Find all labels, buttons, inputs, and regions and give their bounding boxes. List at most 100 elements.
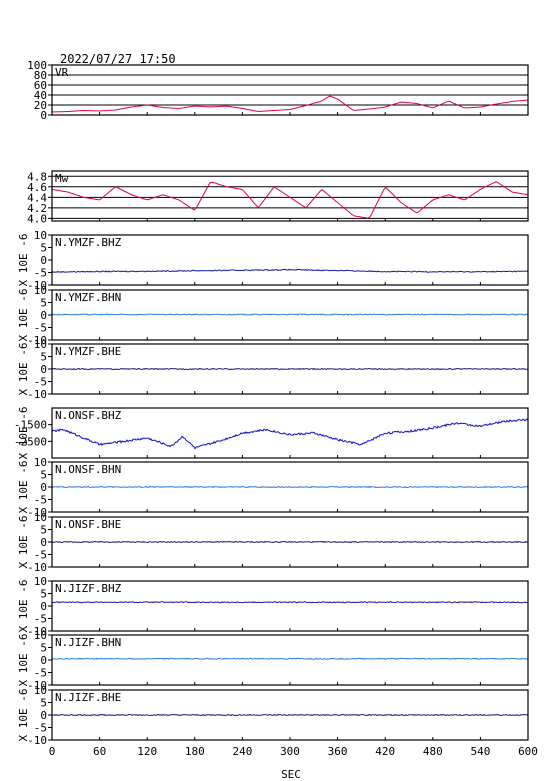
panel-frame: [51, 580, 529, 632]
y-axis-label: X 10E -6: [17, 289, 30, 342]
series-line: [51, 268, 529, 274]
y-tick-label: 0: [40, 654, 47, 667]
y-tick-label: 10: [34, 511, 47, 524]
y-tick-label: 10: [34, 338, 47, 351]
y-tick-label: -10: [27, 679, 47, 692]
y-axis-label: X 10E -6: [17, 343, 30, 396]
panel-frame: [51, 170, 529, 222]
y-tick-label: -1500: [14, 419, 47, 432]
y-tick-label: -10: [27, 625, 47, 638]
panel-label: N.ONSF.BHZ: [55, 409, 122, 422]
series-line: [51, 181, 529, 219]
y-tick-label: 4.4: [27, 191, 47, 204]
x-tick-label: 540: [470, 745, 490, 758]
panel-frame: [51, 234, 529, 286]
series-line: [51, 313, 528, 316]
y-tick-label: 5: [40, 588, 47, 601]
y-tick-label: -10: [27, 561, 47, 574]
y-tick-label: -2500: [14, 435, 47, 448]
y-tick-label: -5: [34, 613, 47, 626]
panel-frame: [51, 516, 529, 568]
y-tick-label: -10: [27, 388, 47, 401]
y-tick-label: 0: [40, 363, 47, 376]
x-axis-label: SEC: [281, 768, 301, 781]
y-tick-label: -5: [34, 722, 47, 735]
y-tick-label: 5: [40, 297, 47, 310]
y-tick-label: -10: [27, 279, 47, 292]
y-tick-label: -10: [27, 734, 47, 747]
x-tick-label: 480: [423, 745, 443, 758]
panel-frame: [51, 64, 529, 116]
series-line: [51, 95, 529, 113]
y-tick-label: 20: [34, 99, 47, 112]
y-tick-label: 10: [34, 456, 47, 469]
y-tick-label: 80: [34, 69, 47, 82]
y-tick-label: 0: [40, 254, 47, 267]
y-tick-label: 5: [40, 697, 47, 710]
panel-frame: [51, 689, 529, 741]
y-tick-label: -5: [34, 376, 47, 389]
y-tick-label: 5: [40, 469, 47, 482]
x-tick-label: 300: [280, 745, 300, 758]
y-tick-label: 0: [40, 481, 47, 494]
y-tick-label: 0: [40, 709, 47, 722]
y-tick-label: 5: [40, 642, 47, 655]
y-tick-label: 60: [34, 79, 47, 92]
panel-label: N.ONSF.BHN: [55, 463, 121, 476]
series-line: [51, 367, 529, 371]
y-axis-label: X 10E -6: [17, 634, 30, 687]
y-tick-label: 0: [40, 109, 47, 122]
y-tick-label: 40: [34, 89, 47, 102]
x-tick-label: 420: [375, 745, 395, 758]
y-tick-label: 4.6: [27, 181, 47, 194]
y-tick-label: -5: [34, 322, 47, 335]
panel-mw: 4.04.24.44.64.8 Mw: [27, 170, 529, 225]
timestamp: 2022/07/27 17:50: [60, 52, 176, 66]
y-tick-label: -5: [34, 267, 47, 280]
y-tick-label: 10: [34, 284, 47, 297]
y-tick-label: 5: [40, 242, 47, 255]
x-tick-label: 240: [232, 745, 252, 758]
series-line: [51, 540, 529, 544]
series-line: [51, 601, 529, 604]
y-tick-label: -5: [34, 549, 47, 562]
panel-label: Mw: [55, 172, 69, 185]
series-line: [51, 418, 529, 450]
y-axis-label: X 10E -6: [17, 407, 30, 460]
y-tick-label: 4.8: [27, 170, 47, 183]
y-tick-label: 0: [40, 600, 47, 613]
panel-frame: [51, 461, 529, 513]
y-tick-label: 0: [40, 309, 47, 322]
y-tick-label: 100: [27, 59, 47, 72]
panel-label: N.YMZF.BHN: [55, 291, 121, 304]
y-tick-label: -10: [27, 506, 47, 519]
panel-label: N.JIZF.BHE: [55, 691, 121, 704]
panel-label: N.ONSF.BHE: [55, 518, 121, 531]
x-tick-label: 360: [328, 745, 348, 758]
panel-label: N.JIZF.BHZ: [55, 582, 122, 595]
panel-frame: [51, 343, 529, 395]
y-tick-label: -10: [27, 334, 47, 347]
panel-label: N.YMZF.BHZ: [55, 236, 122, 249]
y-tick-label: -5: [34, 494, 47, 507]
y-tick-label: 5: [40, 351, 47, 364]
y-axis-label: X 10E -6: [17, 580, 30, 633]
panel-n-onsf-bhz: -1500 -2500 N.ONSF.BHZ X 10E -6: [14, 407, 529, 460]
y-axis-label: X 10E -6: [17, 234, 30, 287]
y-tick-label: 0: [40, 536, 47, 549]
y-tick-label: -5: [34, 667, 47, 680]
panel-label: N.YMZF.BHE: [55, 345, 121, 358]
y-tick-label: 4.0: [27, 212, 47, 225]
panel-label: VR: [55, 66, 69, 79]
series-line: [52, 713, 529, 717]
x-tick-label: 120: [137, 745, 157, 758]
panel-frame: [51, 634, 529, 686]
